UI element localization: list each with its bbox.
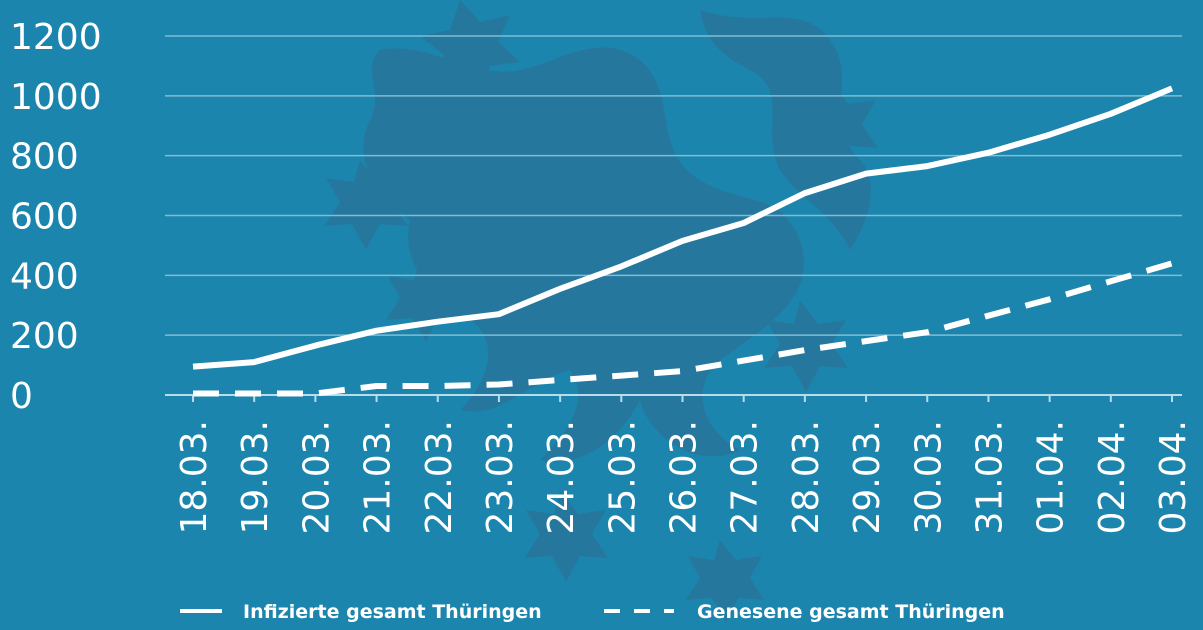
x-tick-label: 30.03. <box>908 420 949 535</box>
x-tick-label: 22.03. <box>419 420 460 535</box>
x-tick-label: 21.03. <box>358 420 399 535</box>
x-tick-label: 24.03. <box>541 420 582 535</box>
x-axis: 18.03. 19.03. 20.03. 21.03. 22.03. 23.03. 24.0… <box>165 394 1194 535</box>
y-tick-label: 800 <box>10 137 79 178</box>
x-tick-label: 19.03. <box>235 420 276 535</box>
y-tick-label: 400 <box>10 256 79 297</box>
coat-of-arms-watermark <box>324 0 878 622</box>
x-tick-label: 03.04. <box>1153 420 1194 535</box>
x-tick-label: 31.03. <box>969 420 1010 535</box>
x-tick-label: 26.03. <box>664 420 705 535</box>
x-tick-label: 01.04. <box>1031 420 1072 535</box>
y-axis: 0 200 400 600 800 1000 1200 <box>10 17 102 417</box>
legend-label: Genesene gesamt Thüringen <box>697 601 1005 623</box>
x-tick-label: 20.03. <box>296 420 337 535</box>
x-tick-label: 18.03. <box>174 420 215 535</box>
gridlines <box>165 35 1182 336</box>
x-tick-label: 02.04. <box>1092 420 1133 535</box>
x-tick-label: 23.03. <box>480 420 521 535</box>
y-tick-label: 1200 <box>10 17 102 58</box>
series-line-genesene <box>193 260 1173 397</box>
x-tick-label: 29.03. <box>847 420 888 535</box>
y-tick-label: 0 <box>10 376 33 417</box>
x-tick-label: 25.03. <box>602 420 643 535</box>
series-line-infizierte <box>192 85 1174 370</box>
x-tick-label: 27.03. <box>725 420 766 535</box>
y-tick-label: 1000 <box>10 77 102 118</box>
legend: Infizierte gesamt Thüringen Genesene gesa… <box>180 601 1005 623</box>
legend-label: Infizierte gesamt Thüringen <box>243 601 542 623</box>
y-tick-label: 200 <box>10 316 79 357</box>
series-lines <box>192 85 1174 397</box>
y-tick-label: 600 <box>10 197 79 238</box>
x-tick-label: 28.03. <box>786 420 827 535</box>
